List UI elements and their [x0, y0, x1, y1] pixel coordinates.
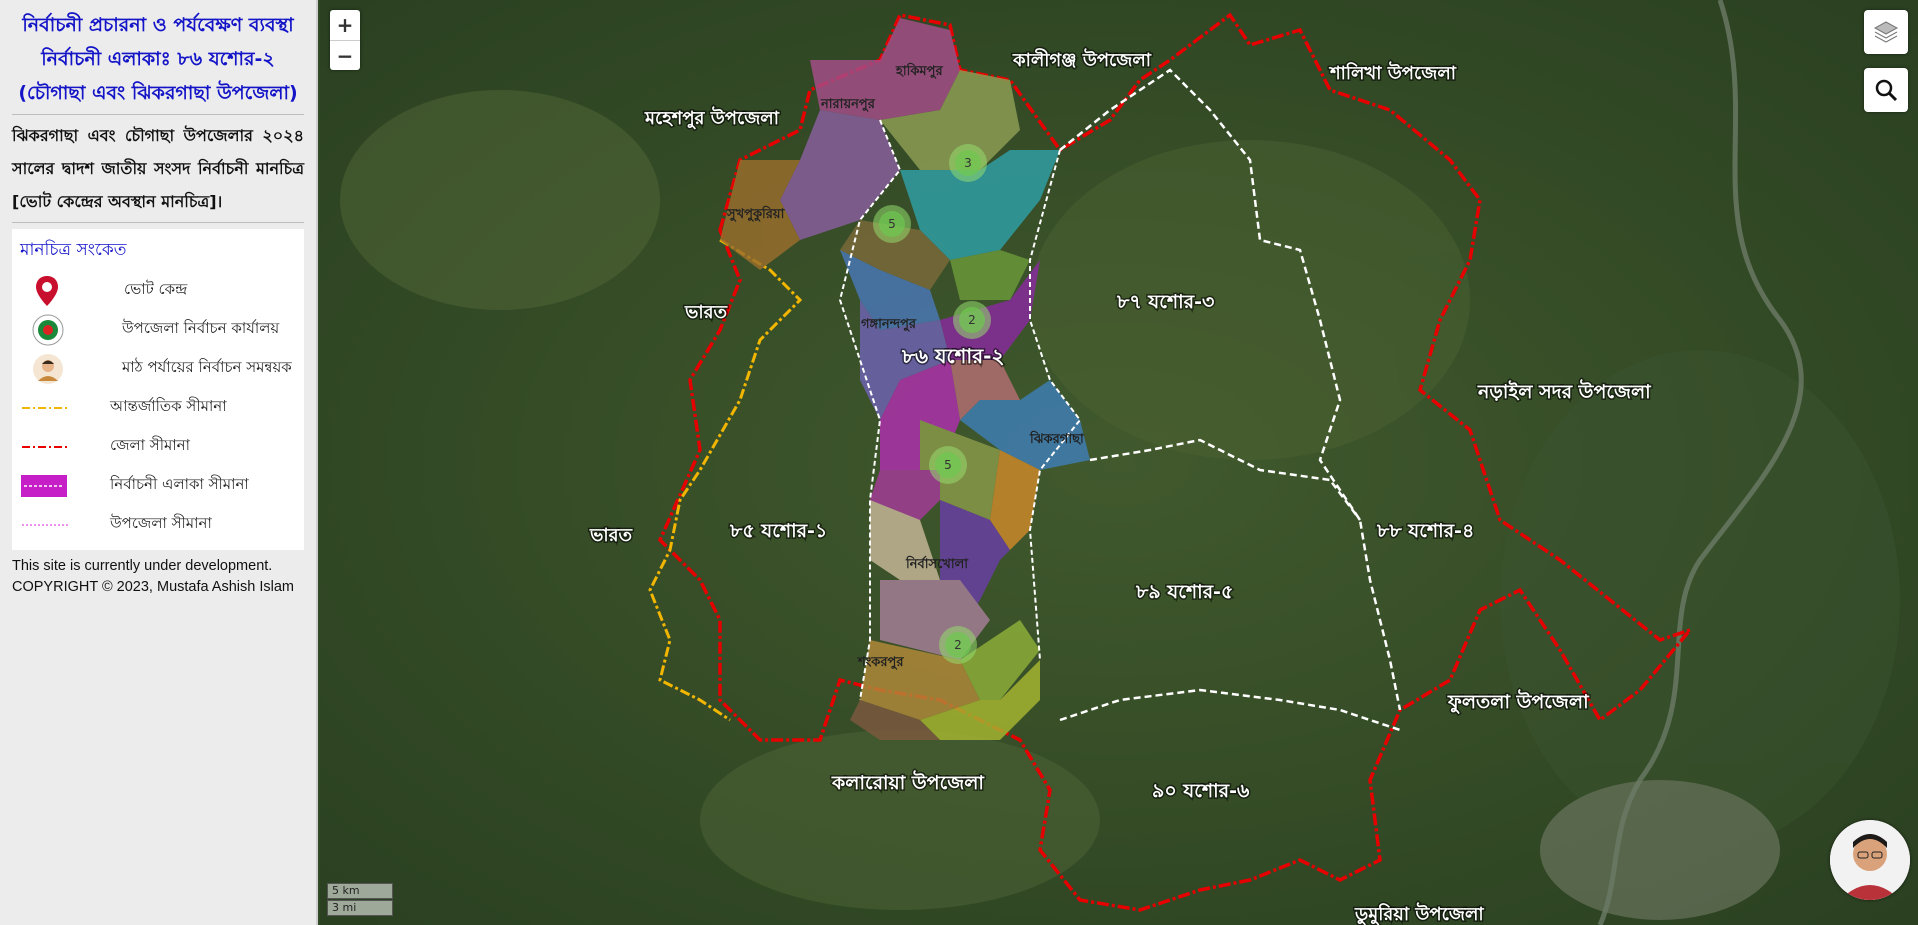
legend-panel: মানচিত্র সংকেত ভোট কেন্দ্র উপজেলা নির্বা… — [12, 229, 304, 550]
map-label: ৮৭ যশোর-৩ — [1116, 291, 1214, 313]
map-label: ৮৫ যশোর-১ — [729, 520, 827, 542]
person-icon — [20, 353, 92, 385]
polling-center-cluster[interactable]: 2 — [939, 626, 977, 664]
legend-item-international-border: আন্তর্জাতিক সীমানা — [20, 388, 298, 427]
international-border — [648, 238, 803, 722]
copyright: COPYRIGHT © 2023, Mustafa Ashish Islam — [12, 579, 294, 595]
constituency-area-swatch-icon — [20, 474, 80, 498]
map-label: নড়াইল সদর উপজেলা — [1477, 379, 1652, 403]
title-line-3: (চৌগাছা এবং ঝিকরগাছা উপজেলা) — [18, 82, 298, 104]
search-icon — [1875, 79, 1898, 102]
title-line-2: নির্বাচনী এলাকাঃ ৮৬ যশোর-২ — [41, 48, 275, 70]
legend-item-polling-center: ভোট কেন্দ্র — [20, 271, 298, 310]
legend-item-constituency-area: নির্বাচনী এলাকা সীমানা — [20, 466, 298, 505]
district-border-line-icon — [20, 442, 80, 452]
legend-item-upazila-border: উপজেলা সীমানা — [20, 505, 298, 544]
svg-text:3: 3 — [964, 156, 972, 170]
map-label: ৯০ যশোর-৬ — [1152, 780, 1250, 802]
polling-center-cluster[interactable]: 5 — [929, 446, 967, 484]
map-label: ভারত — [684, 302, 729, 323]
svg-text:5: 5 — [944, 458, 952, 472]
svg-text:2: 2 — [954, 638, 962, 652]
legend-label: নির্বাচনী এলাকা সীমানা — [110, 475, 249, 493]
legend-label: উপজেলা নির্বাচন কার্যালয় — [122, 319, 280, 337]
avatar[interactable] — [1830, 820, 1910, 900]
svg-text:2: 2 — [968, 313, 976, 327]
district-border — [657, 12, 1696, 912]
map-layers: 3 5 2 5 2 মহেশপুর উপজেলা কালীগঞ্জ উপজেলা… — [320, 0, 1918, 925]
legend-label: উপজেলা সীমানা — [110, 514, 212, 532]
footer: This site is currently under development… — [12, 556, 304, 598]
zoom-control: + − — [330, 10, 360, 70]
zoom-in-button[interactable]: + — [336, 13, 354, 37]
legend-title: মানচিত্র সংকেত — [20, 240, 127, 260]
legend-label: মাঠ পর্যায়ের নির্বাচন সমন্বয়ক — [122, 358, 292, 376]
constituency-border — [1059, 68, 1402, 711]
zoom-out-button[interactable]: − — [330, 40, 360, 71]
union-label: নারায়নপুর — [820, 97, 876, 113]
title-line-1: নির্বাচনী প্রচারনা ও পর্যবেক্ষণ ব্যবস্থা — [22, 14, 294, 36]
map-label: ৮৮ যশোর-৪ — [1376, 520, 1474, 542]
search-button[interactable] — [1864, 68, 1908, 112]
legend-item-field-coordinator: মাঠ পর্যায়ের নির্বাচন সমন্বয়ক — [20, 349, 298, 388]
person-icon — [1830, 820, 1910, 900]
satellite-terrain — [340, 90, 1900, 920]
map-label: ৮৬ যশোর-২ — [901, 344, 1004, 368]
sidebar: নির্বাচনী প্রচারনা ও পর্যবেক্ষণ ব্যবস্থা… — [0, 0, 318, 925]
polling-center-cluster[interactable]: 3 — [949, 144, 987, 182]
polling-center-cluster[interactable]: 2 — [953, 301, 991, 339]
map-canvas[interactable]: 3 5 2 5 2 মহেশপুর উপজেলা কালীগঞ্জ উপজেলা… — [320, 0, 1918, 925]
constituency-border — [1028, 149, 1082, 661]
constituency-border — [838, 119, 902, 701]
map-description: ঝিকরগাছা এবং চৌগাছা উপজেলার ২০২৪ সালের দ… — [12, 126, 304, 211]
union-label: গঙ্গানন্দপুর — [861, 317, 917, 333]
map-pin-icon — [20, 275, 94, 307]
union-label: নির্বাসখোলা — [905, 555, 969, 572]
map-label: ফুলতলা উপজেলা — [1447, 689, 1590, 714]
layers-icon — [1873, 21, 1899, 43]
divider — [12, 114, 304, 115]
upazila-border-line-icon — [20, 520, 80, 530]
layers-button[interactable] — [1864, 10, 1908, 54]
map-label: মহেশপুর উপজেলা — [644, 106, 780, 129]
union-label: হাকিমপুর — [895, 62, 943, 80]
map-label: কলারোয়া উপজেলা — [831, 770, 985, 794]
map-label: ডুমুরিয়া উপজেলা — [1354, 902, 1484, 925]
svg-text:5: 5 — [888, 217, 896, 231]
divider — [12, 222, 304, 223]
constituency-border — [1089, 438, 1361, 521]
map-label: ভারত — [589, 525, 634, 546]
polling-center-cluster[interactable]: 5 — [873, 205, 911, 243]
map-label: শালিখা উপজেলা — [1328, 61, 1457, 84]
legend-label: ভোট কেন্দ্র — [124, 280, 188, 298]
map-label: ৮৯ যশোর-৫ — [1135, 581, 1233, 603]
river — [1597, 0, 1804, 925]
scale-bar-km: 5 km — [327, 883, 393, 899]
international-border-line-icon — [20, 403, 80, 413]
scale-bar-mi: 3 mi — [327, 900, 393, 916]
map-label: কালীগঞ্জ উপজেলা — [1012, 48, 1152, 71]
legend-label: আন্তর্জাতিক সীমানা — [110, 397, 227, 415]
union-label: ঝিকরগাছা — [1029, 430, 1085, 447]
legend-item-district-border: জেলা সীমানা — [20, 427, 298, 466]
election-office-logo-icon — [20, 314, 92, 346]
union-label: সুখপুকুরিয়া — [726, 205, 786, 223]
legend-item-election-office: উপজেলা নির্বাচন কার্যালয় — [20, 310, 298, 349]
dev-notice: This site is currently under development… — [12, 558, 273, 574]
legend-label: জেলা সীমানা — [110, 436, 190, 454]
union-label: শংকরপুর — [857, 655, 904, 671]
